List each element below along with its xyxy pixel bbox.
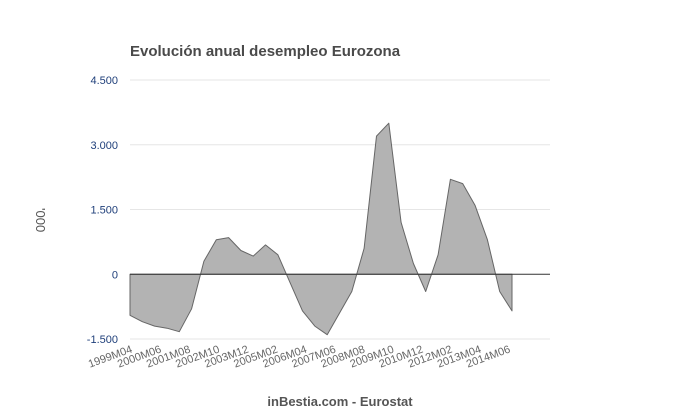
x-axis: 1999M042000M062001M082002M102003M122005M… (87, 344, 512, 371)
gridlines (130, 79, 550, 340)
y-axis-label: '000 (33, 208, 48, 232)
y-tick-label: 0 (112, 269, 118, 281)
x-axis-label: inBestia.com - Eurostat (267, 394, 413, 409)
y-tick-label: 4.500 (90, 75, 118, 87)
chart-title: Evolución anual desempleo Eurozona (130, 43, 401, 60)
y-tick-label: -1.500 (87, 334, 118, 346)
y-tick-label: 3.000 (90, 140, 118, 152)
series-area (129, 122, 513, 336)
y-tick-label: 1.500 (90, 205, 118, 217)
y-axis: -1.500 0 1.500 3.000 4.500 (87, 75, 118, 346)
